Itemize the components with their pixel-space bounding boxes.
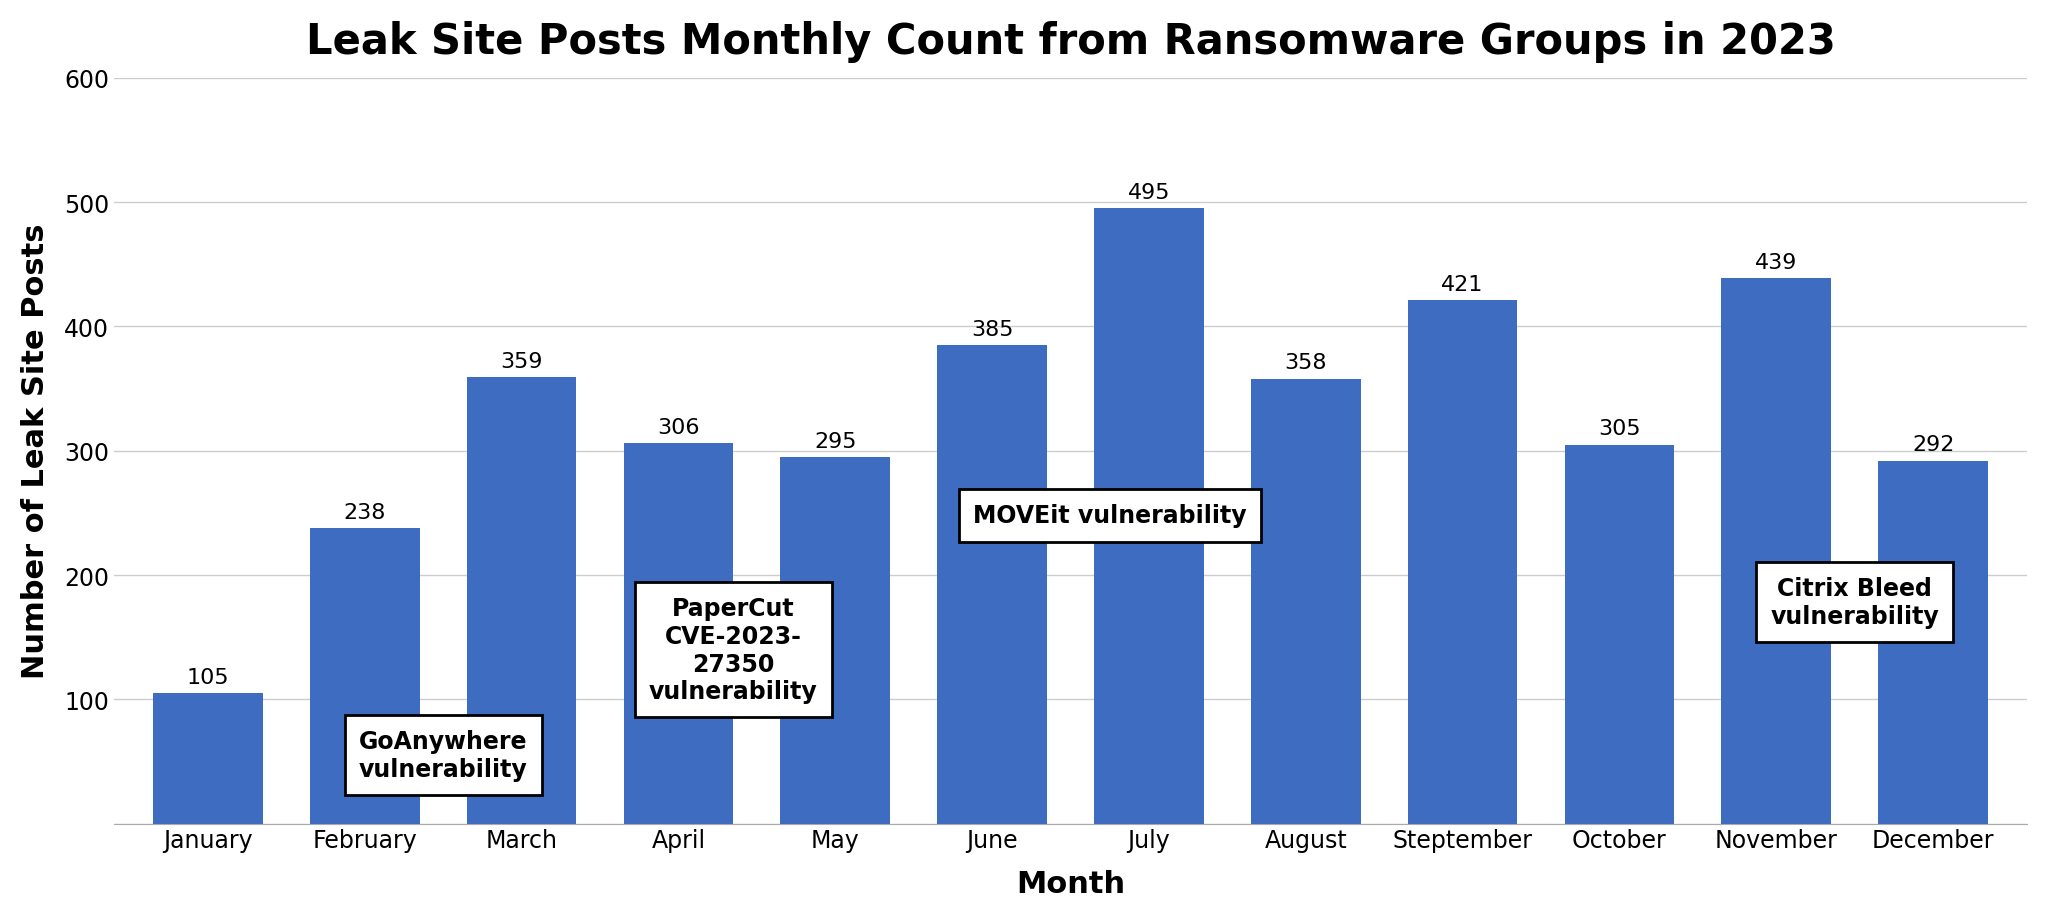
Text: 305: 305 [1597, 419, 1640, 439]
Text: 292: 292 [1913, 435, 1954, 455]
Bar [938, 346, 1047, 823]
Text: GoAnywhere
vulnerability: GoAnywhere vulnerability [358, 730, 528, 781]
Title: Leak Site Posts Monthly Count from Ransomware Groups in 2023: Leak Site Posts Monthly Count from Ranso… [305, 21, 1835, 62]
Text: 238: 238 [344, 502, 385, 522]
Text: 385: 385 [971, 320, 1014, 339]
Bar [1565, 445, 1675, 823]
Text: Citrix Bleed
vulnerability: Citrix Bleed vulnerability [1769, 577, 1939, 629]
Bar [1722, 278, 1831, 823]
Text: 358: 358 [1284, 353, 1327, 373]
Bar [780, 458, 891, 823]
Bar [1878, 461, 1989, 823]
Bar [309, 528, 420, 823]
Bar [467, 378, 575, 823]
X-axis label: Month: Month [1016, 869, 1124, 898]
Text: 359: 359 [500, 352, 543, 372]
Text: 295: 295 [813, 431, 856, 451]
Text: PaperCut
CVE-2023-
27350
vulnerability: PaperCut CVE-2023- 27350 vulnerability [649, 596, 817, 704]
Text: MOVEit vulnerability: MOVEit vulnerability [973, 504, 1247, 528]
Text: 495: 495 [1128, 183, 1169, 203]
Text: 105: 105 [186, 667, 229, 687]
Bar [1094, 210, 1204, 823]
Text: 306: 306 [657, 417, 700, 437]
Y-axis label: Number of Leak Site Posts: Number of Leak Site Posts [20, 223, 49, 679]
Text: 439: 439 [1755, 253, 1798, 272]
Text: 421: 421 [1442, 275, 1483, 295]
Bar [1251, 380, 1360, 823]
Bar [1407, 301, 1518, 823]
Bar [623, 444, 733, 823]
Bar [154, 693, 262, 823]
